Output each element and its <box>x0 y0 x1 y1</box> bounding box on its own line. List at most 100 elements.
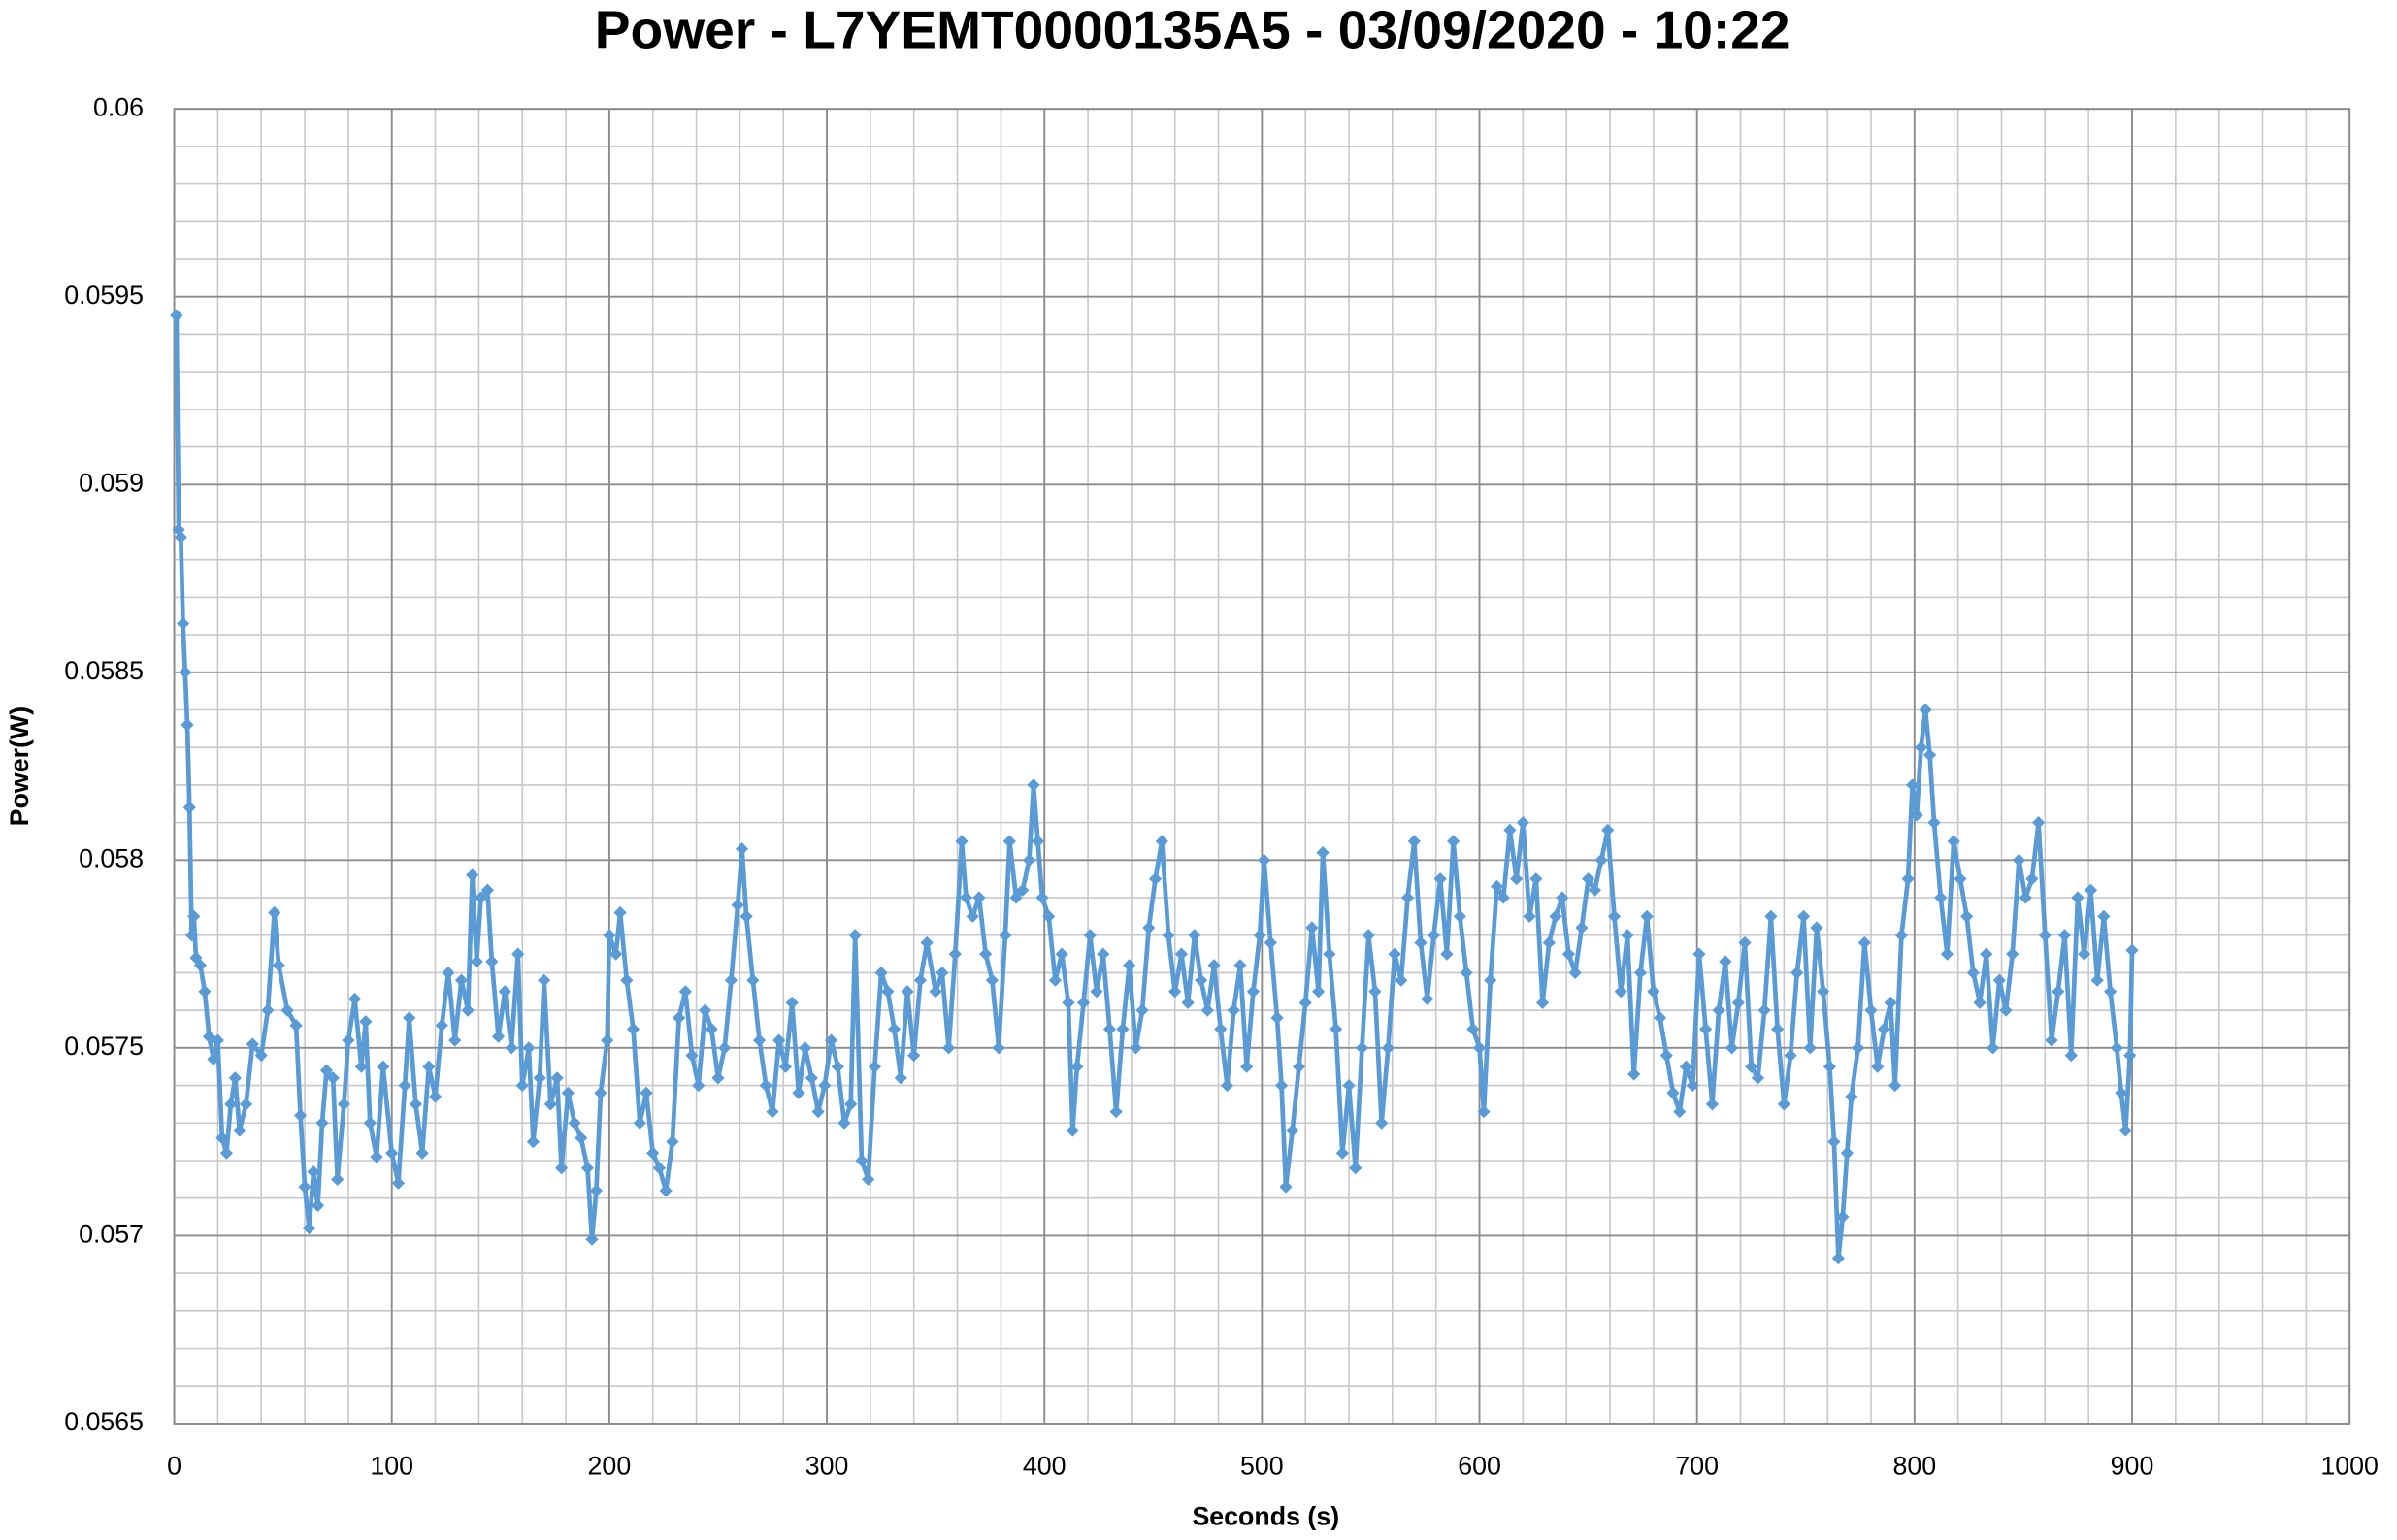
data-point <box>979 947 993 961</box>
data-point <box>844 1098 858 1111</box>
data-point <box>1871 1060 1885 1073</box>
data-point <box>2052 985 2065 999</box>
data-point <box>2090 973 2104 987</box>
data-point <box>480 883 494 897</box>
data-point <box>881 985 895 999</box>
x-tick-label: 400 <box>1023 1452 1067 1481</box>
data-point <box>1919 703 1932 717</box>
data-point <box>1992 973 2006 987</box>
data-point <box>711 1071 725 1085</box>
data-point <box>1453 909 1466 924</box>
data-point <box>1719 955 1732 968</box>
x-tick-label: 800 <box>1893 1452 1937 1481</box>
data-point <box>1857 935 1871 950</box>
data-point <box>585 1232 599 1246</box>
data-point <box>1279 1180 1293 1194</box>
data-point <box>2125 943 2139 957</box>
data-point <box>511 947 525 961</box>
data-point <box>1738 935 1752 950</box>
data-point <box>1168 985 1182 999</box>
data-point <box>985 973 1000 987</box>
data-point <box>1240 1060 1254 1073</box>
data-line <box>174 315 2135 1261</box>
data-point <box>1349 1162 1363 1175</box>
data-point <box>1016 883 1030 897</box>
data-point <box>1292 1060 1306 1073</box>
data-point <box>678 985 692 999</box>
data-point <box>1009 891 1023 904</box>
data-point <box>778 1060 793 1073</box>
data-point <box>448 1033 462 1047</box>
data-point <box>613 905 627 920</box>
data-point <box>1368 985 1382 999</box>
data-point <box>673 1011 686 1025</box>
data-point <box>533 1071 546 1085</box>
data-point <box>1027 778 1040 792</box>
data-point <box>1705 1098 1719 1111</box>
data-point <box>1914 740 1928 754</box>
data-point <box>766 1105 779 1119</box>
data-point <box>1529 872 1543 886</box>
data-point <box>1264 935 1277 950</box>
data-point <box>1647 985 1660 999</box>
data-point <box>2110 1041 2123 1055</box>
data-point <box>1614 985 1627 999</box>
data-point <box>620 973 634 987</box>
data-point <box>550 1071 564 1085</box>
data-point <box>1771 1022 1785 1036</box>
data-point <box>1581 872 1595 886</box>
x-tick-label: 100 <box>370 1452 413 1481</box>
data-point <box>1777 1098 1790 1111</box>
data-point <box>992 1041 1005 1055</box>
data-point <box>1568 966 1582 980</box>
data-point <box>966 909 979 924</box>
y-tick-label: 0.057 <box>79 1219 144 1248</box>
data-point <box>601 1033 614 1047</box>
y-axis-label: Power(W) <box>5 706 34 826</box>
data-point <box>298 1180 312 1194</box>
data-point <box>2097 909 2111 924</box>
data-point <box>2012 853 2026 867</box>
data-point <box>543 1098 557 1111</box>
data-point <box>1400 891 1415 904</box>
data-point <box>311 1198 325 1213</box>
data-point <box>901 985 914 999</box>
y-tick-label: 0.06 <box>93 92 144 121</box>
data-point <box>219 1146 233 1160</box>
data-point <box>370 1150 383 1163</box>
x-tick-label: 0 <box>167 1452 181 1481</box>
data-point <box>936 966 949 980</box>
x-tick-label: 500 <box>1240 1452 1284 1481</box>
data-point <box>739 909 753 924</box>
data-point <box>174 530 187 544</box>
data-point <box>1207 959 1221 972</box>
chart-title: Power - L7YEMT0000135A5 - 03/09/2020 - 1… <box>595 0 1790 60</box>
data-point <box>193 959 208 972</box>
data-point <box>2078 947 2091 961</box>
data-point <box>1549 909 1562 924</box>
data-point <box>1601 823 1615 836</box>
data-point <box>1466 1022 1480 1036</box>
x-tick-label: 700 <box>1675 1452 1719 1481</box>
data-point <box>2103 985 2118 999</box>
y-tick-label: 0.0585 <box>64 656 144 685</box>
data-point <box>1440 947 1454 961</box>
data-point <box>705 1022 718 1036</box>
data-point <box>894 1071 907 1085</box>
data-point <box>1188 929 1201 942</box>
data-point <box>746 973 760 987</box>
data-point <box>342 1033 355 1047</box>
x-tick-label: 900 <box>2111 1452 2154 1481</box>
data-point <box>785 996 799 1010</box>
plot-border <box>173 108 2351 1425</box>
data-point <box>442 966 455 980</box>
data-point <box>1460 966 1473 980</box>
data-point <box>1162 929 1175 942</box>
data-point <box>1796 909 1811 924</box>
data-point <box>855 1154 869 1167</box>
data-point <box>1042 909 1056 924</box>
data-point <box>1496 891 1510 904</box>
data-point <box>1966 966 1980 980</box>
data-point <box>228 1071 242 1085</box>
